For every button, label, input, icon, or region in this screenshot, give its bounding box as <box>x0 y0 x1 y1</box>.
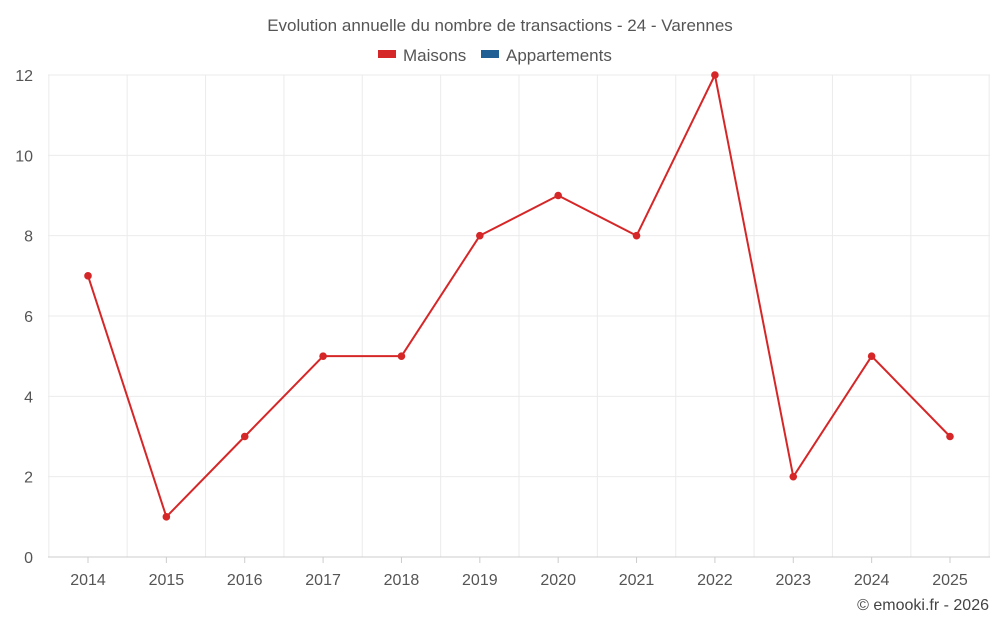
x-tick-label: 2014 <box>70 572 106 589</box>
y-tick-label: 12 <box>15 68 33 85</box>
legend-item-appartements[interactable]: Appartements <box>481 46 612 65</box>
x-tick-label: 2018 <box>384 572 420 589</box>
x-axis-ticks: 2014 2015 2016 2017 2018 2019 2020 2021 2022 2023… <box>70 557 968 589</box>
y-tick-label: 4 <box>24 389 33 406</box>
series <box>84 71 954 521</box>
y-tick-label: 10 <box>15 148 33 165</box>
data-point[interactable] <box>946 432 954 441</box>
data-point[interactable] <box>789 472 798 481</box>
legend-swatch-maisons <box>378 50 396 58</box>
x-tick-label: 2019 <box>462 572 498 589</box>
data-point[interactable] <box>867 352 876 360</box>
x-tick-label: 2015 <box>149 572 185 589</box>
y-tick-label: 8 <box>24 229 33 246</box>
data-point[interactable] <box>476 231 484 240</box>
legend-item-maisons[interactable]: Maisons <box>378 46 466 65</box>
data-point[interactable] <box>319 352 327 360</box>
legend-label-maisons: Maisons <box>403 46 466 65</box>
x-tick-label: 2022 <box>697 572 733 589</box>
legend-label-appartements: Appartements <box>506 46 612 65</box>
y-tick-label: 0 <box>24 550 33 567</box>
chart-title: Evolution annuelle du nombre de transact… <box>267 16 733 35</box>
legend: Maisons Appartements <box>378 46 612 65</box>
data-point[interactable] <box>240 432 249 441</box>
x-tick-label: 2025 <box>932 572 968 589</box>
y-tick-label: 2 <box>24 470 33 487</box>
x-tick-label: 2021 <box>619 572 655 589</box>
legend-swatch-appartements <box>481 50 499 58</box>
credit-text: © emooki.fr - 2026 <box>857 597 989 614</box>
x-tick-label: 2016 <box>227 572 263 589</box>
grid <box>48 74 990 557</box>
data-point[interactable] <box>711 71 719 79</box>
x-tick-label: 2023 <box>775 572 811 589</box>
y-axis-ticks: 0 2 4 6 8 10 12 <box>15 68 33 567</box>
x-tick-label: 2017 <box>305 572 341 589</box>
x-tick-label: 2024 <box>854 572 890 589</box>
data-point[interactable] <box>162 513 171 521</box>
data-point[interactable] <box>554 191 562 200</box>
data-point[interactable] <box>632 231 641 240</box>
y-tick-label: 6 <box>24 309 33 326</box>
series-line-maisons <box>87 74 951 518</box>
data-point[interactable] <box>84 272 92 280</box>
x-tick-label: 2020 <box>540 572 576 589</box>
data-point[interactable] <box>397 352 406 360</box>
